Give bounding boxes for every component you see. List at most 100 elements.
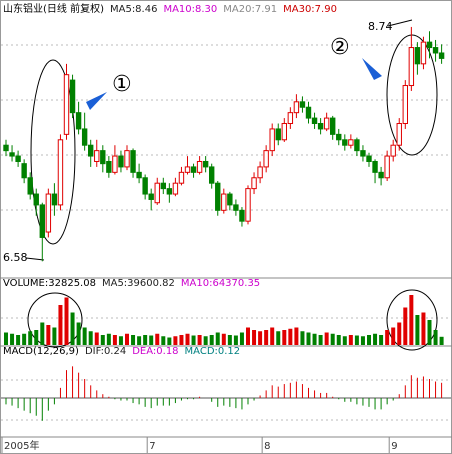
x-tick-label: 9: [391, 441, 397, 452]
volume-bar: [336, 335, 341, 345]
candle-body: [251, 177, 257, 190]
volume-bar: [324, 332, 329, 345]
header-label: MA5:8.46: [110, 4, 157, 15]
volume-bar: [155, 333, 160, 345]
arrows: [86, 58, 382, 110]
volume-bar: [300, 331, 305, 345]
volume-bar: [58, 305, 63, 345]
candle-body: [396, 123, 402, 146]
candle-body: [154, 182, 160, 204]
volume-bar: [330, 333, 335, 345]
candle-body: [94, 150, 100, 162]
candle-body: [27, 177, 33, 195]
candle-body: [287, 112, 294, 125]
candle-body: [100, 150, 106, 165]
candle-body: [245, 188, 251, 222]
grid: [1, 44, 451, 421]
candle-body: [414, 47, 421, 65]
header-label: MA30:7.90: [283, 4, 337, 15]
candle-body: [348, 139, 354, 146]
leader-lines: [25, 19, 413, 261]
x-tick-label: 7: [149, 441, 155, 452]
x-tick-label: 2005年: [4, 439, 39, 452]
volume-bar: [149, 335, 154, 345]
candle-body: [21, 163, 27, 179]
candle-body: [384, 155, 390, 179]
volume-bar: [233, 335, 238, 345]
candle-body: [330, 117, 336, 135]
candle-body: [299, 101, 306, 108]
volume-bar: [439, 336, 444, 345]
volume-bar: [10, 333, 15, 345]
volume-bar: [209, 335, 214, 345]
candle-body: [360, 150, 366, 157]
volume-bar: [118, 336, 123, 345]
header-label: DIF:0.24: [85, 346, 126, 357]
candle-body: [69, 79, 76, 114]
candle-body: [293, 101, 300, 114]
volume-bar: [191, 335, 196, 345]
candle-body: [269, 128, 275, 152]
volume-bar: [415, 315, 420, 345]
candle-body: [33, 193, 39, 206]
volume-bar: [282, 330, 287, 345]
candle-body: [63, 74, 70, 135]
candle-body: [15, 155, 21, 162]
volume-bar: [4, 332, 8, 345]
volume-bar: [173, 336, 178, 345]
candle-body: [372, 160, 378, 173]
candle-body: [215, 182, 221, 211]
candle-body: [160, 182, 167, 190]
volume-bar: [215, 332, 220, 345]
header-label: VOLUME:32825.08: [3, 278, 96, 289]
volume-bar: [391, 327, 396, 345]
volume-bar: [433, 330, 438, 345]
candle-body: [408, 47, 415, 87]
volume-bar: [354, 335, 359, 345]
candle-body: [130, 150, 136, 173]
candle-body: [438, 52, 445, 59]
annotation: ②: [330, 35, 350, 60]
candle-body: [81, 128, 88, 146]
candle-body: [118, 155, 124, 168]
candle-body: [9, 152, 15, 157]
volume-bar: [125, 333, 129, 345]
volume-bar: [167, 337, 172, 345]
header-label: MA5:39600.82: [102, 278, 175, 289]
volume-bar: [421, 312, 426, 345]
highlight-ellipses: [27, 34, 438, 351]
volume-bar: [258, 331, 263, 345]
x-tick-label: 8: [264, 441, 270, 452]
volume-bar: [112, 335, 117, 345]
volume-bar: [246, 327, 250, 345]
candle-body: [426, 41, 433, 49]
volume-bar: [137, 336, 142, 345]
volume-bar: [270, 327, 275, 345]
volume-bar: [185, 333, 190, 345]
volume-bar: [239, 332, 244, 345]
candle-body: [75, 112, 82, 130]
candle-body: [263, 150, 269, 168]
volume-bar: [318, 335, 323, 345]
volume-bar: [70, 312, 75, 345]
volume-bar: [288, 328, 293, 345]
volume-bar: [348, 335, 353, 345]
candle-body: [233, 204, 239, 211]
candle-body: [196, 160, 203, 173]
candle-body: [148, 193, 154, 200]
candle-body: [51, 193, 58, 206]
volume-bar: [312, 333, 317, 345]
candle-body: [190, 166, 197, 173]
header-label: 山东铝业(日线 前复权): [3, 2, 104, 15]
header-label: MA20:7.91: [223, 4, 277, 15]
candle-body: [166, 188, 173, 195]
volume-bar: [64, 297, 69, 345]
candle-body: [323, 117, 330, 130]
volume-bar: [131, 335, 136, 345]
volume-bar: [16, 335, 21, 345]
volume-bar: [143, 335, 148, 345]
candle-body: [354, 139, 360, 152]
candle-body: [227, 193, 233, 206]
